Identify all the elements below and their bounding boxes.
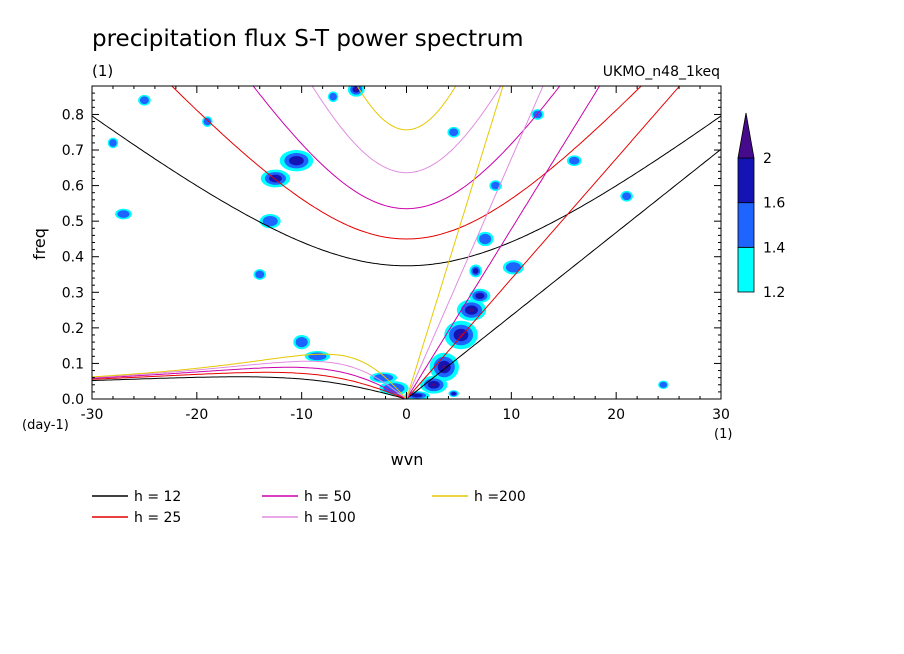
- rossby-curve-h12: [92, 376, 407, 399]
- legend-label-h12: h = 12: [134, 489, 181, 505]
- rossby-curve-h50: [92, 366, 407, 399]
- legend-label-h200: h =200: [474, 489, 526, 505]
- plot-frame: [91, 85, 722, 400]
- contour-blob-7-level-1: [479, 233, 492, 245]
- contour-blob-15-level-1: [262, 216, 278, 227]
- colorbar-segment-0: [737, 246, 755, 293]
- contour-blob-5-level-2: [472, 268, 479, 274]
- inertio-gravity-curve-h100: [311, 86, 502, 174]
- contour-blob-25-level-1: [659, 381, 668, 388]
- kelvin-curve-h50: [406, 86, 601, 399]
- contour-blob-6-level-1: [505, 262, 521, 273]
- legend-label-h50: h = 50: [304, 489, 351, 505]
- dispersion-curves: [92, 86, 721, 399]
- colorbar: 1.2 1.4 1.6 2: [737, 112, 785, 301]
- contour-blob-1-level-3: [458, 332, 464, 338]
- contour-blob-12-level-1: [308, 352, 327, 361]
- contour-blob-13-level-2: [289, 155, 304, 166]
- y-tick-label-5: 0.5: [62, 214, 84, 230]
- inertio-gravity-curve-h200: [356, 86, 457, 131]
- x-axis-label: wvn: [391, 450, 424, 469]
- legend-label-h25: h = 25: [134, 510, 181, 526]
- colorbar-label-3: 2: [763, 151, 772, 167]
- colorbar-arrow: [737, 112, 755, 159]
- legend-label-h100: h =100: [304, 510, 356, 526]
- contour-blob-18-level-1: [109, 139, 117, 147]
- colorbar-segment-1: [737, 202, 755, 248]
- contour-blob-11-level-1: [295, 336, 308, 348]
- y-tick-label-0: 0.0: [62, 392, 84, 408]
- x-tick-label-0: 0: [402, 407, 411, 423]
- colorbar-label-2: 1.6: [763, 196, 785, 212]
- rossby-curve-h100: [92, 360, 407, 399]
- y-axis: 0.0 0.1 0.2 0.3 0.4 0.5 0.6 0.7 0.8: [62, 92, 721, 408]
- rossby-curve-h25: [92, 371, 407, 399]
- contour-blob-21-level-1: [449, 128, 459, 137]
- inertio-gravity-curve-h50: [252, 86, 561, 210]
- y-tick-label-4: 0.4: [62, 250, 84, 266]
- y-tick-label-8: 0.8: [62, 107, 84, 123]
- y-tick-label-3: 0.3: [62, 285, 84, 301]
- x-tick-label--30: -30: [81, 407, 104, 423]
- contour-blob-26-level-2: [451, 392, 456, 396]
- contour-blob-8-level-2: [411, 393, 423, 398]
- contour-blob-28-level-1: [203, 117, 212, 126]
- y-tick-label-1: 0.1: [62, 356, 84, 372]
- rossby-curve-h200: [92, 353, 407, 399]
- contour-blob-3-level-3: [431, 383, 436, 387]
- contour-blob-0-level-3: [469, 308, 474, 312]
- x-tick-label-20: 20: [607, 407, 625, 423]
- power-contours: [107, 86, 669, 399]
- x-axis: -30 -20 -10 0 10 20 30: [81, 86, 730, 423]
- inertio-gravity-curve-h12: [92, 115, 721, 267]
- colorbar-label-1: 1.4: [763, 240, 785, 256]
- x-tick-label-10: 10: [502, 407, 520, 423]
- kelvin-curve-h12: [406, 148, 721, 399]
- y-units-label: (day-1): [22, 418, 69, 433]
- y-tick-label-2: 0.2: [62, 321, 84, 337]
- inertio-gravity-curve-h25: [171, 86, 642, 240]
- model-label: UKMO_n48_1keq: [603, 64, 720, 80]
- contour-blob-16-level-3: [354, 88, 358, 92]
- x-tick-label--10: -10: [290, 407, 313, 423]
- colorbar-label-0: 1.2: [763, 285, 785, 301]
- chart-title: precipitation flux S-T power spectrum: [92, 26, 524, 52]
- contour-blob-17-level-1: [139, 96, 149, 105]
- contour-blob-4-level-2: [475, 292, 485, 299]
- kelvin-curve-h200: [406, 86, 504, 399]
- contour-blob-29-level-1: [329, 92, 337, 101]
- y-axis-label: freq: [30, 228, 49, 260]
- y-tick-label-7: 0.7: [62, 143, 84, 159]
- x-units-label: (1): [714, 427, 732, 442]
- kelvin-curve-h25: [406, 86, 681, 399]
- contour-blob-23-level-1: [568, 156, 580, 165]
- units-label: (1): [92, 62, 113, 80]
- legend: h = 12 h = 25 h = 50 h =100 h =200: [92, 489, 526, 526]
- colorbar-segment-2: [737, 157, 755, 204]
- contour-blob-19-level-1: [117, 210, 130, 218]
- x-tick-label--20: -20: [185, 407, 208, 423]
- contour-blob-24-level-1: [622, 192, 632, 201]
- contour-blob-20-level-1: [255, 270, 265, 279]
- kelvin-curve-h100: [406, 86, 544, 399]
- contour-blob-27-level-1: [491, 181, 501, 190]
- x-tick-label-30: 30: [712, 407, 730, 423]
- y-tick-label-6: 0.6: [62, 179, 84, 195]
